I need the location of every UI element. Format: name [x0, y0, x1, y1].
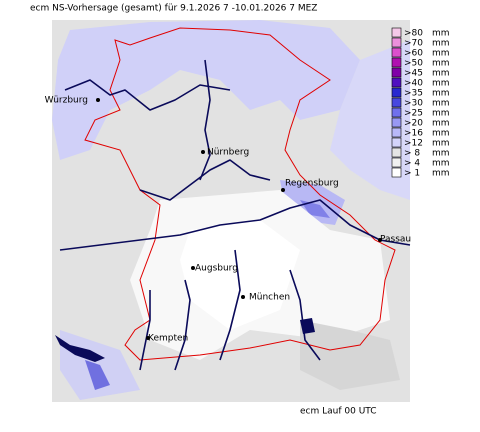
city-dot — [96, 98, 100, 102]
cities: Würzburg Nürnberg Regensburg Passau Augsburg… — [45, 96, 412, 344]
river — [139, 290, 151, 371]
legend-unit: mm — [432, 99, 450, 109]
legend-unit: mm — [432, 149, 450, 159]
city-dot — [281, 188, 285, 192]
legend-unit: mm — [432, 39, 450, 49]
river — [199, 59, 211, 181]
legend-swatch — [391, 147, 402, 158]
precip-area — [300, 320, 400, 390]
legend-unit: mm — [432, 89, 450, 99]
river — [64, 79, 231, 111]
city-label: Augsburg — [195, 264, 238, 274]
river — [174, 279, 191, 371]
precip-area — [330, 40, 410, 200]
city-label: Passau — [380, 235, 411, 245]
precip-area — [300, 200, 330, 218]
legend-unit: mm — [432, 109, 450, 119]
legend-unit: mm — [432, 159, 450, 169]
city-label: Kempten — [148, 334, 188, 344]
legend-label: >30 — [404, 99, 423, 109]
footer: ecm Lauf 00 UTC — [300, 407, 377, 417]
legend-unit: mm — [432, 129, 450, 139]
legend-label: >25 — [404, 109, 423, 119]
precip-area — [52, 20, 360, 160]
legend-label: >50 — [404, 59, 423, 69]
legend-label: >70 — [404, 39, 423, 49]
legend-label: >35 — [404, 89, 423, 99]
legend-unit: mm — [432, 59, 450, 69]
legend-swatch — [391, 57, 402, 68]
city-label: Regensburg — [285, 179, 339, 189]
legend-unit: mm — [432, 79, 450, 89]
city-dot — [191, 266, 195, 270]
dry-area — [180, 220, 300, 330]
city-dot — [241, 295, 245, 299]
city-dot — [201, 150, 205, 154]
legend-unit: mm — [432, 139, 450, 149]
legend-unit: mm — [432, 169, 450, 179]
legend-swatch — [391, 77, 402, 88]
city-dot — [378, 238, 382, 242]
legend-label: > 1 — [404, 169, 420, 179]
lake — [55, 335, 105, 362]
map-title: ecm NS-Vorhersage (gesamt) für 9.1.2026 … — [30, 4, 317, 14]
state-border — [84, 27, 396, 361]
river — [139, 159, 271, 201]
legend-label: > 8 — [404, 149, 420, 159]
legend-label: >80 — [404, 29, 423, 39]
legend-unit: mm — [432, 29, 450, 39]
legend-label: >12 — [404, 139, 423, 149]
legend-swatch — [391, 117, 402, 128]
legend: >80 mm >70 mm >60 mm >50 mm >45 mm >40 mm >35 mm >30 mm… — [391, 27, 450, 179]
legend-swatch — [391, 107, 402, 118]
city-label: München — [249, 293, 290, 303]
legend-unit: mm — [432, 119, 450, 129]
legend-label: >60 — [404, 49, 423, 59]
legend-swatch — [391, 127, 402, 138]
legend-swatch — [391, 47, 402, 58]
precip-area — [85, 360, 110, 390]
city-dot — [146, 336, 150, 340]
city-label: Nürnberg — [207, 148, 249, 158]
city-label: Würzburg — [45, 96, 88, 106]
legend-swatch — [391, 157, 402, 168]
legend-swatch — [391, 27, 402, 38]
legend-swatch — [391, 37, 402, 48]
legend-unit: mm — [432, 69, 450, 79]
legend-swatch — [391, 97, 402, 108]
legend-swatch — [391, 67, 402, 78]
legend-swatch — [391, 167, 402, 178]
legend-label: >16 — [404, 129, 423, 139]
river — [59, 199, 411, 251]
legend-swatch — [391, 87, 402, 98]
legend-unit: mm — [432, 49, 450, 59]
legend-label: > 4 — [404, 159, 420, 169]
legend-label: >40 — [404, 79, 423, 89]
lake — [300, 318, 315, 334]
legend-label: >20 — [404, 119, 423, 129]
river — [219, 249, 241, 361]
legend-label: >45 — [404, 69, 423, 79]
legend-swatch — [391, 137, 402, 148]
